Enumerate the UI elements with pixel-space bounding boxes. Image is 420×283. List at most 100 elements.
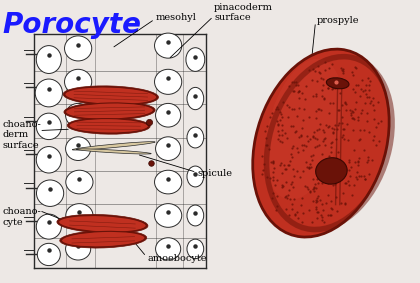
Point	[274, 123, 281, 127]
Point	[273, 208, 280, 213]
Point	[293, 83, 300, 87]
Ellipse shape	[65, 69, 92, 94]
Point	[344, 179, 351, 183]
Point	[292, 212, 299, 216]
Point	[315, 106, 322, 111]
Point	[330, 158, 337, 163]
Point	[262, 143, 269, 147]
Point	[273, 178, 280, 182]
Point	[304, 133, 311, 138]
Point	[321, 136, 328, 141]
Point	[317, 122, 323, 127]
Point	[355, 115, 362, 120]
Point	[369, 96, 376, 101]
Point	[319, 94, 326, 98]
Ellipse shape	[57, 215, 148, 233]
Point	[276, 163, 283, 167]
Point	[295, 149, 302, 154]
Point	[286, 187, 292, 192]
Text: Porocyte: Porocyte	[3, 11, 142, 39]
Point	[314, 199, 320, 204]
Point	[329, 177, 336, 181]
Point	[284, 103, 291, 108]
Point	[328, 206, 335, 211]
Point	[353, 174, 360, 179]
Point	[308, 158, 315, 162]
Point	[310, 153, 317, 158]
Ellipse shape	[187, 205, 204, 226]
Point	[289, 80, 296, 84]
Point	[315, 127, 322, 131]
Point	[339, 121, 345, 125]
Point	[370, 102, 377, 107]
Point	[340, 132, 346, 137]
Point	[283, 136, 290, 140]
Point	[294, 114, 300, 118]
Point	[378, 119, 384, 123]
Point	[294, 146, 301, 151]
Point	[321, 96, 328, 100]
Point	[329, 61, 336, 66]
Point	[312, 205, 319, 209]
Point	[365, 155, 371, 159]
Point	[326, 65, 333, 70]
Point	[329, 125, 336, 130]
Point	[359, 78, 365, 82]
Point	[308, 164, 315, 169]
Point	[295, 216, 302, 220]
Point	[318, 108, 325, 113]
Point	[302, 183, 309, 188]
Point	[323, 123, 330, 127]
Point	[338, 200, 344, 205]
Point	[299, 142, 305, 147]
Ellipse shape	[58, 216, 146, 232]
Point	[274, 122, 281, 127]
Point	[328, 205, 335, 210]
Point	[330, 183, 336, 187]
Point	[357, 87, 364, 91]
Point	[358, 173, 365, 178]
Point	[290, 123, 297, 128]
Point	[339, 103, 346, 107]
Ellipse shape	[64, 102, 155, 120]
Text: pinacoderm
surface: pinacoderm surface	[214, 3, 273, 22]
Point	[354, 170, 360, 175]
Point	[320, 220, 327, 224]
Point	[303, 185, 310, 190]
Point	[268, 195, 275, 200]
Point	[279, 184, 286, 188]
Point	[295, 135, 302, 140]
Point	[325, 180, 331, 185]
Point	[280, 100, 286, 105]
Point	[285, 115, 291, 119]
Point	[341, 126, 347, 131]
Point	[339, 127, 346, 131]
Ellipse shape	[37, 243, 60, 266]
Point	[320, 138, 326, 143]
Point	[306, 166, 312, 171]
Point	[326, 153, 332, 158]
Point	[342, 101, 349, 106]
Point	[351, 117, 358, 121]
Point	[325, 79, 332, 83]
Point	[270, 165, 277, 170]
Point	[319, 180, 326, 185]
Point	[318, 167, 325, 171]
Ellipse shape	[66, 238, 91, 260]
Point	[262, 129, 269, 133]
Ellipse shape	[60, 230, 147, 248]
Point	[291, 174, 297, 179]
Point	[277, 110, 284, 114]
Point	[342, 202, 349, 207]
Point	[312, 198, 319, 202]
Point	[368, 99, 374, 104]
Point	[291, 197, 297, 201]
Ellipse shape	[36, 214, 61, 239]
Point	[270, 178, 277, 182]
Point	[349, 87, 356, 91]
Point	[325, 165, 331, 169]
Ellipse shape	[37, 180, 64, 206]
Point	[352, 90, 359, 95]
Point	[368, 158, 375, 162]
Point	[328, 149, 334, 154]
